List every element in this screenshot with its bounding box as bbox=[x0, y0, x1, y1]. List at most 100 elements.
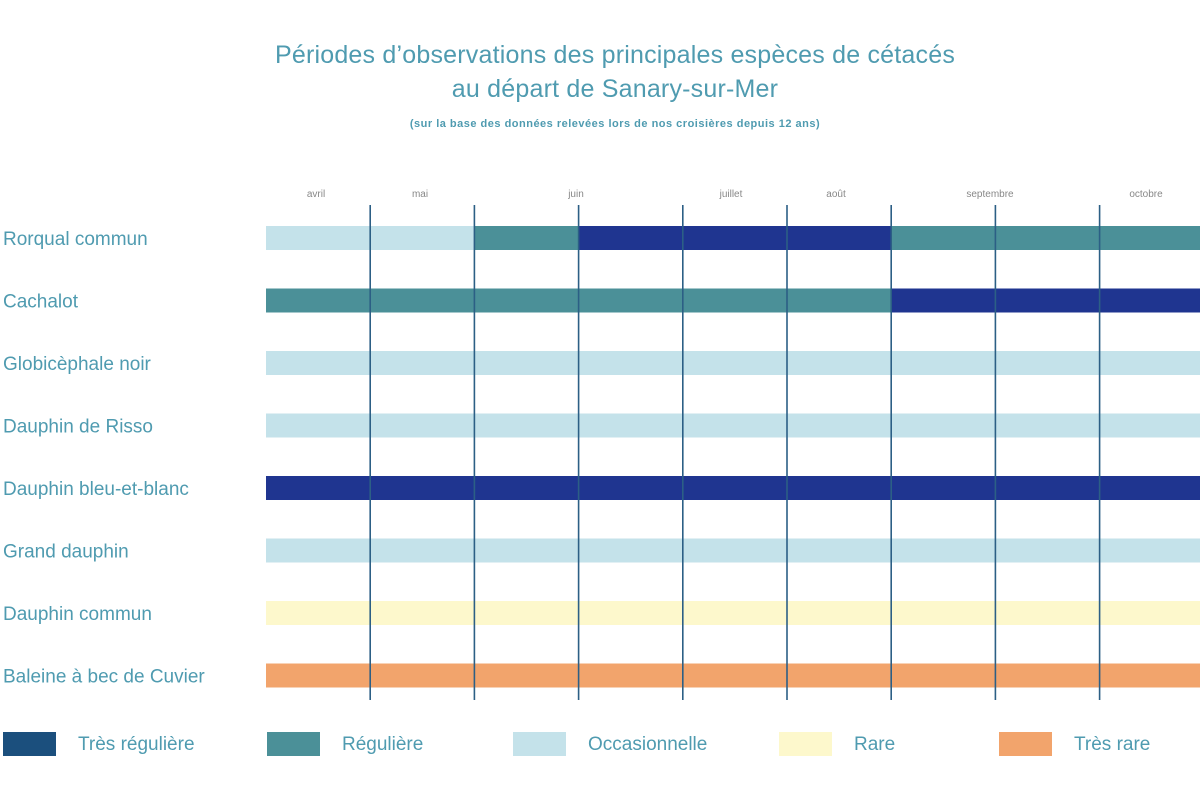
bar-segment bbox=[266, 663, 371, 688]
bar-segment bbox=[1099, 226, 1200, 250]
bar-segment bbox=[682, 226, 787, 250]
bar-segment bbox=[578, 476, 683, 500]
bar-segment bbox=[995, 601, 1100, 625]
bar-segment bbox=[1099, 538, 1200, 563]
bar-segment bbox=[474, 351, 579, 375]
legend-swatch bbox=[513, 732, 566, 756]
bar-segment bbox=[266, 601, 371, 625]
bar-segment bbox=[370, 226, 475, 250]
species-label: Rorqual commun bbox=[3, 229, 148, 250]
species-label: Dauphin bleu-et-blanc bbox=[3, 479, 189, 500]
bar-segment bbox=[682, 476, 787, 500]
bar-segment bbox=[474, 476, 579, 500]
bar-segment bbox=[474, 288, 579, 313]
legend-swatch bbox=[999, 732, 1052, 756]
bar-segment bbox=[682, 351, 787, 375]
month-label: juillet bbox=[719, 189, 743, 200]
bar-segment bbox=[266, 351, 371, 375]
bar-segment bbox=[891, 476, 996, 500]
chart-title: Périodes d’observations des principales … bbox=[274, 41, 956, 69]
bar-segment bbox=[370, 663, 475, 688]
bar-segment bbox=[578, 288, 683, 313]
bar-segment bbox=[995, 476, 1100, 500]
legend-swatch bbox=[3, 732, 56, 756]
bar-segment bbox=[891, 288, 996, 313]
bar-segment bbox=[474, 226, 579, 250]
month-label: juin bbox=[567, 189, 584, 200]
month-label: avril bbox=[307, 189, 325, 200]
bar-segment bbox=[474, 663, 579, 688]
bar-segment bbox=[1099, 351, 1200, 375]
bar-segment bbox=[578, 351, 683, 375]
legend-label: Très régulière bbox=[78, 734, 195, 755]
bar-segment bbox=[266, 226, 371, 250]
bar-segment bbox=[474, 538, 579, 563]
bar-segment bbox=[370, 601, 475, 625]
bar-segment bbox=[1099, 413, 1200, 438]
bar-segment bbox=[1099, 601, 1200, 625]
bar-segment bbox=[266, 413, 371, 438]
bar-segment bbox=[995, 538, 1100, 563]
legend-label: Très rare bbox=[1074, 734, 1151, 755]
bar-segment bbox=[266, 288, 371, 313]
bar-segment bbox=[995, 288, 1100, 313]
bar-segment bbox=[682, 413, 787, 438]
month-label: août bbox=[826, 189, 846, 200]
bar-segment bbox=[995, 351, 1100, 375]
bar-segment bbox=[370, 538, 475, 563]
bar-segment bbox=[578, 538, 683, 563]
bar-segment bbox=[370, 413, 475, 438]
bar-segment bbox=[682, 538, 787, 563]
bar-segment bbox=[1099, 476, 1200, 500]
species-label: Cachalot bbox=[3, 292, 79, 313]
species-label: Dauphin commun bbox=[3, 604, 152, 625]
bar-segment bbox=[891, 351, 996, 375]
bar-segment bbox=[787, 663, 892, 688]
chart-subtitle: (sur la base des données relevées lors d… bbox=[409, 118, 821, 130]
legend: Très régulière Régulière Occasionnelle Rare… bbox=[0, 730, 1200, 760]
species-label: Baleine à bec de Cuvier bbox=[3, 667, 205, 688]
month-label: mai bbox=[412, 189, 428, 200]
bar-segment bbox=[995, 413, 1100, 438]
bar-segment bbox=[787, 351, 892, 375]
bar-segment bbox=[370, 351, 475, 375]
bar-segment bbox=[891, 538, 996, 563]
bar-segment bbox=[891, 226, 996, 250]
bar-segment bbox=[787, 601, 892, 625]
bar-segment bbox=[787, 476, 892, 500]
bar-segment bbox=[474, 601, 579, 625]
legend-swatch bbox=[779, 732, 832, 756]
bar-segment bbox=[578, 413, 683, 438]
chart-title-block: Périodes d’observations des principales … bbox=[0, 38, 1200, 130]
bar-segment bbox=[266, 476, 371, 500]
bar-segment bbox=[474, 413, 579, 438]
bar-segment bbox=[682, 601, 787, 625]
chart-title-line2: au départ de Sanary-sur-Mer bbox=[451, 75, 779, 103]
bar-segment bbox=[787, 538, 892, 563]
legend-label: Rare bbox=[854, 734, 896, 755]
bar-segment bbox=[891, 413, 996, 438]
bar-segment bbox=[578, 226, 683, 250]
bar-segment bbox=[682, 663, 787, 688]
bar-segment bbox=[1099, 663, 1200, 688]
bar-segment bbox=[787, 413, 892, 438]
legend-label: Occasionnelle bbox=[588, 734, 708, 755]
bar-segment bbox=[266, 538, 371, 563]
bar-segment bbox=[370, 476, 475, 500]
bar-segment bbox=[578, 601, 683, 625]
bar-segment bbox=[578, 663, 683, 688]
legend-label: Régulière bbox=[342, 734, 424, 755]
bar-segment bbox=[787, 288, 892, 313]
bar-segment bbox=[891, 601, 996, 625]
bar-segment bbox=[370, 288, 475, 313]
species-label: Dauphin de Risso bbox=[3, 417, 153, 438]
legend-swatch bbox=[267, 732, 320, 756]
bar-segment bbox=[891, 663, 996, 688]
species-label: Globicèphale noir bbox=[3, 354, 152, 375]
month-label: octobre bbox=[1129, 189, 1163, 200]
bar-segment bbox=[995, 663, 1100, 688]
bar-segment bbox=[1099, 288, 1200, 313]
species-label: Grand dauphin bbox=[3, 542, 129, 563]
month-label: septembre bbox=[966, 189, 1014, 200]
